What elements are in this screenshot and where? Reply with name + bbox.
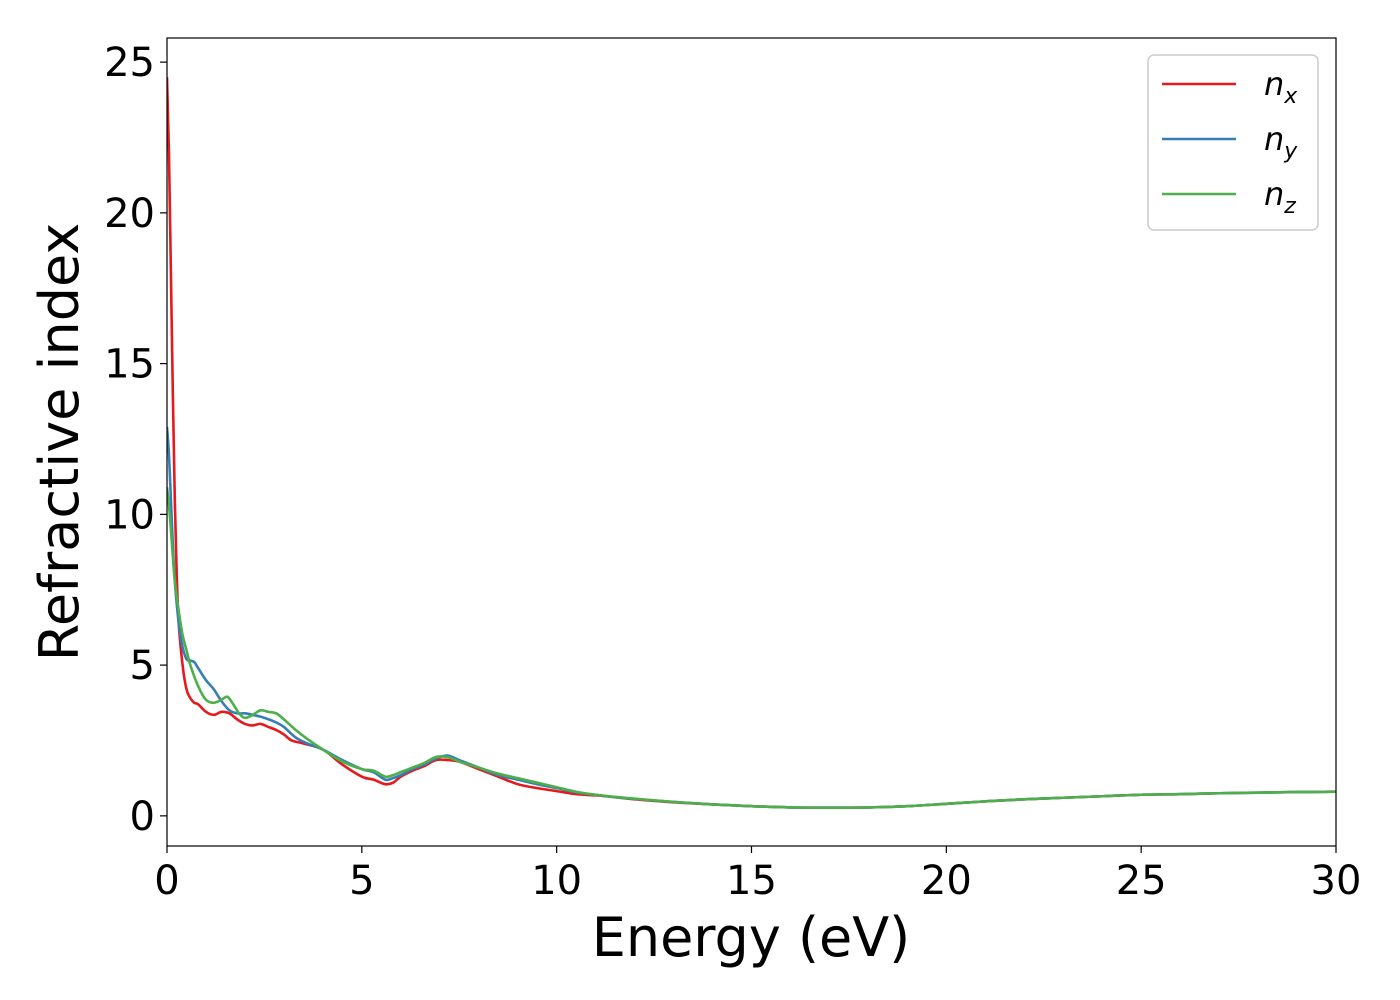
legend-label-subscript: x [1283,84,1298,109]
x-axis-label: Energy (eV) [592,906,911,969]
x-tick-label: 25 [1116,858,1167,904]
legend-label-z: nz [1264,175,1296,219]
x-tick-label: 15 [726,858,777,904]
legend-label-base: n [1264,65,1284,103]
y-axis-label: Refractive index [28,223,91,662]
x-tick-label: 30 [1311,858,1362,904]
series-line-z [167,487,1336,810]
y-tick-label: 15 [104,342,155,388]
y-tick-label: 10 [104,492,155,538]
legend-label-y: ny [1264,120,1298,164]
x-axis-ticks: 0 5 10 15 20 25 30 [154,846,1361,904]
x-tick-label: 20 [921,858,972,904]
legend-label-base: n [1264,175,1284,213]
x-tick-label: 5 [349,858,374,904]
x-tick-label: 10 [531,858,582,904]
y-axis-ticks: 0 5 10 15 20 25 [104,40,167,840]
x-tick-label: 0 [154,858,179,904]
legend-label-subscript: y [1283,139,1298,164]
legend-label-x: nx [1264,65,1298,109]
series-line-y [167,426,1336,810]
y-tick-label: 5 [130,643,155,689]
series-layer [167,77,1336,810]
y-tick-label: 20 [104,191,155,237]
legend-label-subscript: z [1283,194,1296,219]
legend-box [1147,54,1319,231]
y-tick-label: 0 [130,794,155,840]
y-tick-label: 25 [104,40,155,86]
legend-label-base: n [1264,120,1284,158]
